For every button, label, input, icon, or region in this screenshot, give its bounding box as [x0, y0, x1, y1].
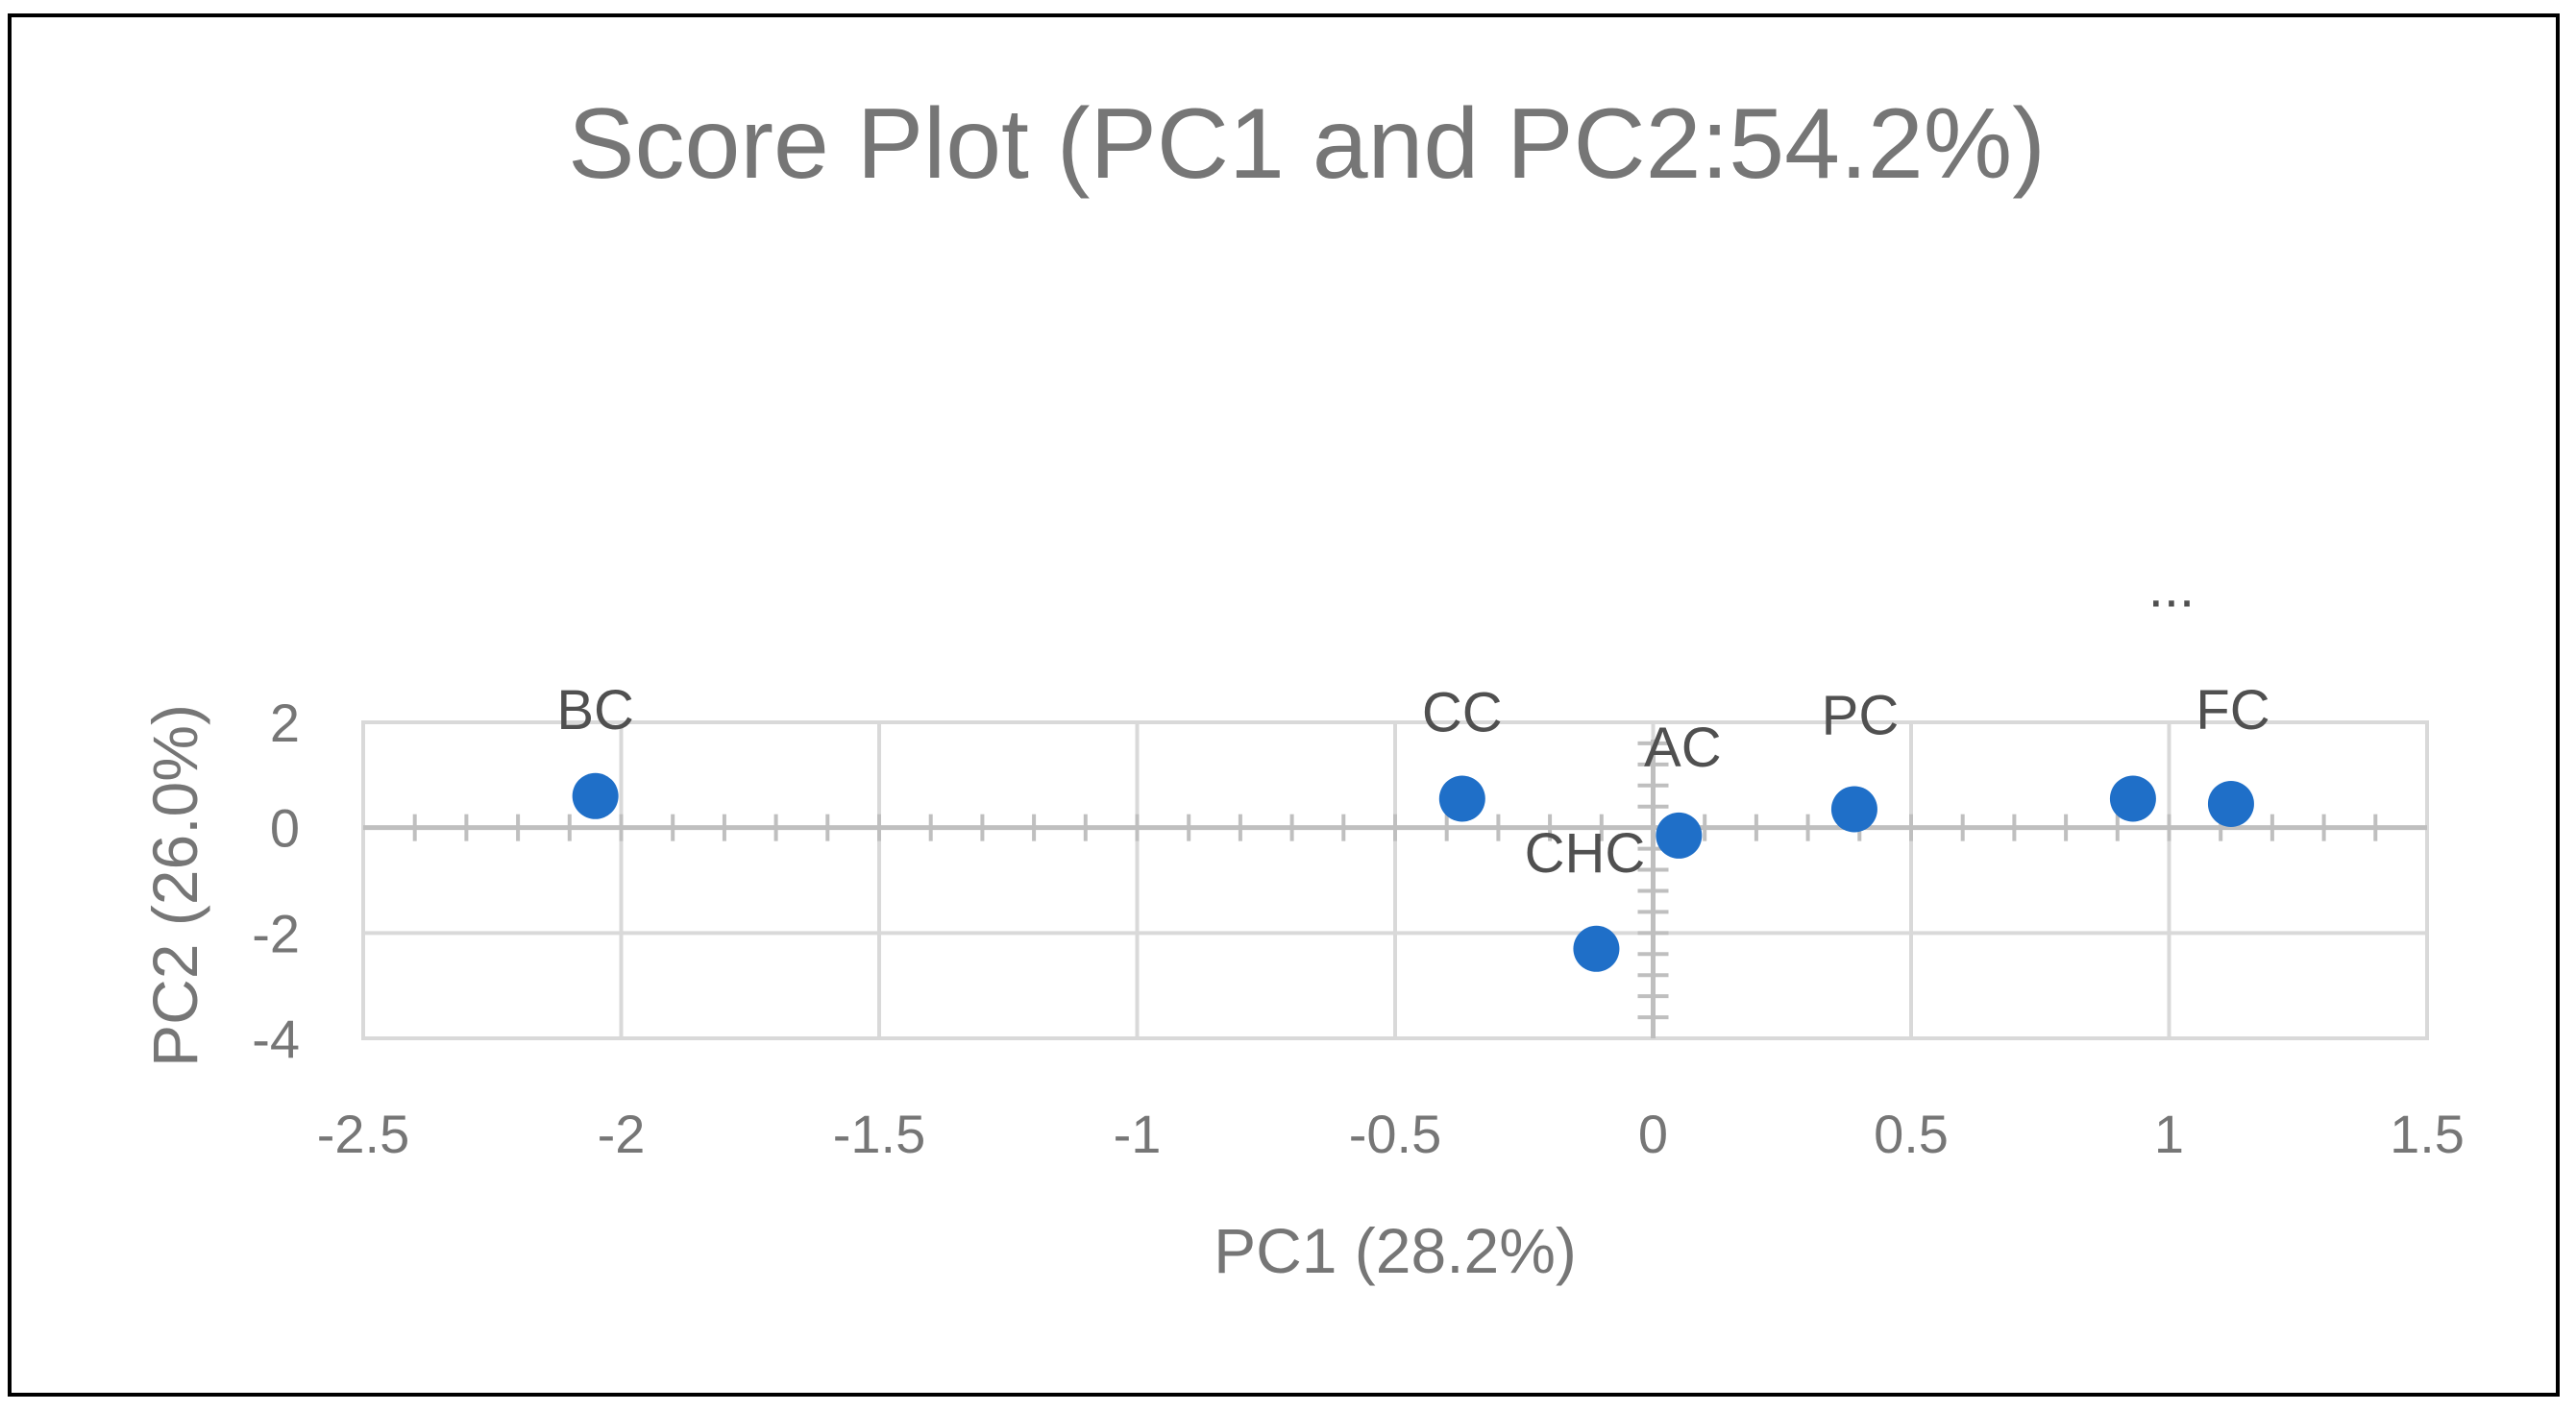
x-tick-label: 0	[1638, 1104, 1668, 1164]
data-point	[1830, 786, 1877, 833]
x-tick-label: -1.5	[833, 1104, 926, 1164]
data-label: FC	[2196, 679, 2269, 742]
data-label: CC	[1422, 682, 1503, 744]
chart-frame	[8, 13, 2560, 1397]
y-tick-label: -2	[252, 903, 300, 963]
y-tick-label: -4	[252, 1009, 300, 1069]
x-tick-label: -2	[598, 1104, 646, 1164]
data-point	[1656, 812, 1703, 859]
data-label: BC	[556, 679, 634, 742]
x-tick-label: 1	[2154, 1104, 2184, 1164]
x-tick-label: -1	[1114, 1104, 1162, 1164]
grid	[361, 720, 2429, 1040]
data-point	[1573, 925, 1620, 972]
y-tick-label: 0	[270, 798, 300, 859]
x-tick-label: -2.5	[317, 1104, 410, 1164]
y-tick-label: 2	[270, 693, 300, 753]
data-point	[572, 772, 619, 819]
data-label: CHC	[1525, 822, 1646, 885]
tick-labels: -2.5 -2 -1.5 -1 -0.5 0 0.5 1 1.5 -4 -2 0 2	[252, 693, 2465, 1164]
plot-area-border	[361, 720, 2429, 1040]
data-label: PC	[1822, 684, 1900, 746]
y-axis-title: PC2 (26.0%)	[139, 704, 210, 1067]
data-labels: BC CC CHC AC PC... FC	[556, 557, 2269, 885]
data-label: ...	[2148, 557, 2195, 620]
x-tick-label: 1.5	[2390, 1104, 2465, 1164]
data-point	[2109, 775, 2156, 822]
x-tick-label: -0.5	[1349, 1104, 1442, 1164]
data-label: AC	[1644, 717, 1722, 779]
data-point	[2207, 780, 2254, 827]
x-tick-label: 0.5	[1874, 1104, 1949, 1164]
axes	[363, 740, 2427, 1038]
data-points	[572, 772, 2254, 972]
chart-title: Score Plot (PC1 and PC2:54.2%)	[568, 88, 2046, 200]
x-axis-title: PC1 (28.2%)	[1214, 1215, 1577, 1286]
data-point	[1438, 775, 1485, 822]
